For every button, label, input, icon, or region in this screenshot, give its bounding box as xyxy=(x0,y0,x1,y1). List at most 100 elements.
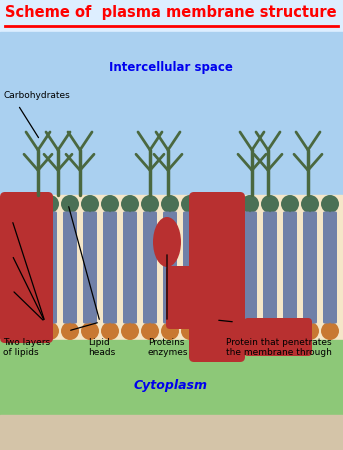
Circle shape xyxy=(81,195,99,213)
FancyBboxPatch shape xyxy=(143,266,150,324)
Text: Cytoplasm: Cytoplasm xyxy=(134,378,208,392)
FancyBboxPatch shape xyxy=(203,266,210,324)
FancyBboxPatch shape xyxy=(3,212,10,270)
Bar xyxy=(0,0,343,32)
Circle shape xyxy=(281,195,299,213)
Bar xyxy=(0,415,343,450)
FancyBboxPatch shape xyxy=(190,212,197,270)
FancyBboxPatch shape xyxy=(3,266,10,324)
FancyBboxPatch shape xyxy=(150,266,157,324)
Bar xyxy=(0,32,343,195)
FancyBboxPatch shape xyxy=(30,266,37,324)
FancyBboxPatch shape xyxy=(63,266,70,324)
FancyBboxPatch shape xyxy=(270,212,277,270)
Circle shape xyxy=(141,322,159,340)
Text: Proteins
enzymes: Proteins enzymes xyxy=(148,338,189,357)
FancyBboxPatch shape xyxy=(90,212,97,270)
FancyBboxPatch shape xyxy=(183,266,190,324)
FancyBboxPatch shape xyxy=(83,266,90,324)
Circle shape xyxy=(301,322,319,340)
Circle shape xyxy=(1,322,19,340)
Circle shape xyxy=(21,195,39,213)
FancyBboxPatch shape xyxy=(244,318,312,356)
FancyBboxPatch shape xyxy=(70,212,77,270)
Circle shape xyxy=(61,195,79,213)
FancyBboxPatch shape xyxy=(130,212,137,270)
FancyBboxPatch shape xyxy=(323,266,330,324)
FancyBboxPatch shape xyxy=(170,266,177,324)
FancyBboxPatch shape xyxy=(330,212,337,270)
FancyBboxPatch shape xyxy=(210,212,217,270)
FancyBboxPatch shape xyxy=(30,212,37,270)
FancyBboxPatch shape xyxy=(283,266,290,324)
Circle shape xyxy=(81,322,99,340)
FancyBboxPatch shape xyxy=(103,266,110,324)
FancyBboxPatch shape xyxy=(330,266,337,324)
FancyBboxPatch shape xyxy=(143,212,150,270)
Ellipse shape xyxy=(153,217,181,267)
FancyBboxPatch shape xyxy=(130,266,137,324)
Circle shape xyxy=(261,322,279,340)
FancyBboxPatch shape xyxy=(310,266,317,324)
Text: Two layers
of lipids: Two layers of lipids xyxy=(3,338,50,357)
Circle shape xyxy=(181,195,199,213)
Circle shape xyxy=(201,322,219,340)
Circle shape xyxy=(141,195,159,213)
FancyBboxPatch shape xyxy=(50,212,57,270)
FancyBboxPatch shape xyxy=(203,212,210,270)
Circle shape xyxy=(21,322,39,340)
FancyBboxPatch shape xyxy=(163,266,170,324)
Circle shape xyxy=(161,195,179,213)
FancyBboxPatch shape xyxy=(110,266,117,324)
FancyBboxPatch shape xyxy=(230,212,237,270)
FancyBboxPatch shape xyxy=(110,212,117,270)
FancyBboxPatch shape xyxy=(303,212,310,270)
FancyBboxPatch shape xyxy=(189,192,245,362)
FancyBboxPatch shape xyxy=(283,212,290,270)
FancyBboxPatch shape xyxy=(90,266,97,324)
FancyBboxPatch shape xyxy=(223,212,230,270)
FancyBboxPatch shape xyxy=(43,212,50,270)
Circle shape xyxy=(161,322,179,340)
FancyBboxPatch shape xyxy=(150,212,157,270)
Circle shape xyxy=(241,322,259,340)
FancyBboxPatch shape xyxy=(263,266,270,324)
Circle shape xyxy=(1,195,19,213)
Circle shape xyxy=(121,195,139,213)
FancyBboxPatch shape xyxy=(166,266,194,329)
Circle shape xyxy=(241,195,259,213)
Circle shape xyxy=(261,195,279,213)
FancyBboxPatch shape xyxy=(190,266,197,324)
FancyBboxPatch shape xyxy=(163,212,170,270)
Text: Carbohydrates: Carbohydrates xyxy=(3,90,70,99)
Circle shape xyxy=(221,195,239,213)
FancyBboxPatch shape xyxy=(23,266,30,324)
FancyBboxPatch shape xyxy=(170,212,177,270)
Circle shape xyxy=(321,322,339,340)
Circle shape xyxy=(121,322,139,340)
FancyBboxPatch shape xyxy=(290,212,297,270)
FancyBboxPatch shape xyxy=(70,266,77,324)
FancyBboxPatch shape xyxy=(230,266,237,324)
Bar xyxy=(0,340,343,415)
Circle shape xyxy=(301,195,319,213)
Circle shape xyxy=(101,322,119,340)
FancyBboxPatch shape xyxy=(263,212,270,270)
Circle shape xyxy=(101,195,119,213)
Circle shape xyxy=(61,322,79,340)
Circle shape xyxy=(321,195,339,213)
FancyBboxPatch shape xyxy=(310,212,317,270)
FancyBboxPatch shape xyxy=(10,212,17,270)
FancyBboxPatch shape xyxy=(103,212,110,270)
FancyBboxPatch shape xyxy=(250,266,257,324)
FancyBboxPatch shape xyxy=(290,266,297,324)
FancyBboxPatch shape xyxy=(10,266,17,324)
Circle shape xyxy=(221,322,239,340)
Text: Intercellular space: Intercellular space xyxy=(109,62,233,75)
Bar xyxy=(0,195,343,340)
FancyBboxPatch shape xyxy=(243,266,250,324)
FancyBboxPatch shape xyxy=(43,266,50,324)
FancyBboxPatch shape xyxy=(303,266,310,324)
FancyBboxPatch shape xyxy=(223,266,230,324)
Circle shape xyxy=(201,195,219,213)
